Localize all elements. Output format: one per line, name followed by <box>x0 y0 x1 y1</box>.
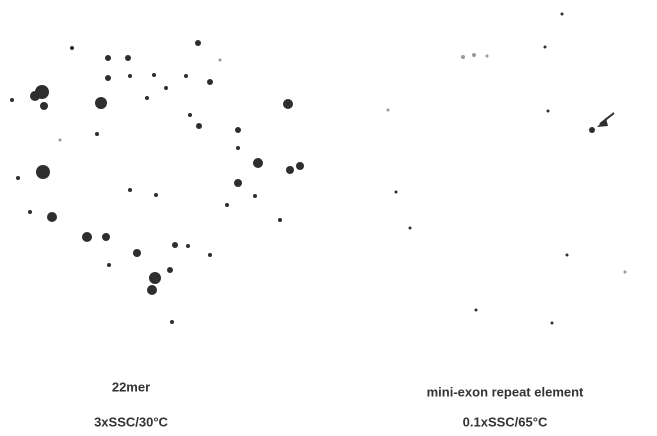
panel-label: 22mer <box>112 379 150 394</box>
panel-condition: 0.1xSSC/65°C <box>463 414 548 429</box>
panel-label: mini-exon repeat element <box>427 384 584 399</box>
filter-left <box>10 40 304 324</box>
panel-condition: 3xSSC/30°C <box>94 414 168 429</box>
filter-right <box>386 12 627 325</box>
